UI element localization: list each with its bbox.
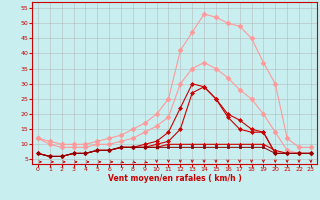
X-axis label: Vent moyen/en rafales ( km/h ): Vent moyen/en rafales ( km/h ) xyxy=(108,174,241,183)
